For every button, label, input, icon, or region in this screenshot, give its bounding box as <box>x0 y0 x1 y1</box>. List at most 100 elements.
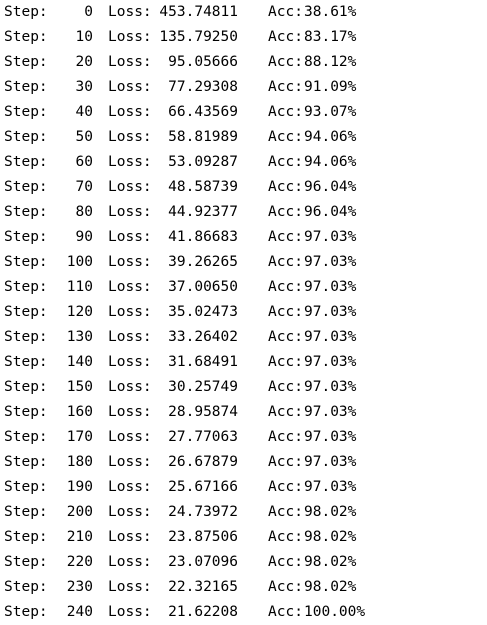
acc-value: 88.12% <box>304 54 357 70</box>
step-value: 100 <box>66 254 93 270</box>
log-row: Step: 230 Loss: 22.32165 Acc: 98.02% <box>0 575 487 600</box>
acc-value: 97.03% <box>304 304 357 320</box>
acc-label: Acc: <box>268 504 303 520</box>
acc-value: 83.17% <box>304 29 357 45</box>
acc-value: 97.03% <box>304 429 357 445</box>
step-label: Step: <box>4 204 48 220</box>
step-label: Step: <box>4 29 48 45</box>
acc-value: 98.02% <box>304 504 357 520</box>
acc-label: Acc: <box>268 379 303 395</box>
acc-value: 96.04% <box>304 179 357 195</box>
loss-label: Loss: <box>108 529 152 545</box>
step-label: Step: <box>4 54 48 70</box>
loss-value: 58.81989 <box>168 129 238 145</box>
step-value: 50 <box>75 129 93 145</box>
acc-value: 97.03% <box>304 229 357 245</box>
loss-label: Loss: <box>108 179 152 195</box>
loss-value: 26.67879 <box>168 454 238 470</box>
step-value: 210 <box>66 529 93 545</box>
acc-value: 94.06% <box>304 154 357 170</box>
acc-label: Acc: <box>268 429 303 445</box>
step-value: 110 <box>66 279 93 295</box>
acc-label: Acc: <box>268 579 303 595</box>
loss-label: Loss: <box>108 254 152 270</box>
loss-label: Loss: <box>108 354 152 370</box>
loss-value: 23.87506 <box>168 529 238 545</box>
log-row: Step: 130 Loss: 33.26402 Acc: 97.03% <box>0 325 487 350</box>
step-value: 10 <box>75 29 93 45</box>
loss-value: 66.43569 <box>168 104 238 120</box>
loss-value: 31.68491 <box>168 354 238 370</box>
loss-value: 135.79250 <box>159 29 238 45</box>
loss-label: Loss: <box>108 329 152 345</box>
step-label: Step: <box>4 104 48 120</box>
acc-label: Acc: <box>268 604 303 620</box>
step-label: Step: <box>4 529 48 545</box>
step-value: 220 <box>66 554 93 570</box>
step-label: Step: <box>4 579 48 595</box>
log-row: Step: 60 Loss: 53.09287 Acc: 94.06% <box>0 150 487 175</box>
acc-value: 97.03% <box>304 329 357 345</box>
step-label: Step: <box>4 554 48 570</box>
log-row: Step: 40 Loss: 66.43569 Acc: 93.07% <box>0 100 487 125</box>
log-row: Step: 20 Loss: 95.05666 Acc: 88.12% <box>0 50 487 75</box>
loss-value: 25.67166 <box>168 479 238 495</box>
step-value: 240 <box>66 604 93 620</box>
step-value: 140 <box>66 354 93 370</box>
loss-label: Loss: <box>108 154 152 170</box>
step-label: Step: <box>4 179 48 195</box>
step-label: Step: <box>4 79 48 95</box>
log-row: Step: 240 Loss: 21.62208 Acc: 100.00% <box>0 600 487 625</box>
step-value: 40 <box>75 104 93 120</box>
loss-value: 22.32165 <box>168 579 238 595</box>
acc-label: Acc: <box>268 229 303 245</box>
acc-value: 98.02% <box>304 554 357 570</box>
loss-value: 21.62208 <box>168 604 238 620</box>
acc-value: 97.03% <box>304 404 357 420</box>
step-label: Step: <box>4 479 48 495</box>
acc-value: 38.61% <box>304 4 357 20</box>
step-label: Step: <box>4 504 48 520</box>
loss-label: Loss: <box>108 504 152 520</box>
step-label: Step: <box>4 154 48 170</box>
acc-value: 97.03% <box>304 279 357 295</box>
log-row: Step: 50 Loss: 58.81989 Acc: 94.06% <box>0 125 487 150</box>
acc-value: 97.03% <box>304 454 357 470</box>
log-row: Step: 220 Loss: 23.07096 Acc: 98.02% <box>0 550 487 575</box>
acc-value: 98.02% <box>304 579 357 595</box>
acc-label: Acc: <box>268 529 303 545</box>
log-row: Step: 200 Loss: 24.73972 Acc: 98.02% <box>0 500 487 525</box>
loss-label: Loss: <box>108 429 152 445</box>
loss-label: Loss: <box>108 304 152 320</box>
loss-label: Loss: <box>108 54 152 70</box>
loss-value: 39.26265 <box>168 254 238 270</box>
acc-label: Acc: <box>268 404 303 420</box>
step-label: Step: <box>4 379 48 395</box>
loss-label: Loss: <box>108 104 152 120</box>
loss-label: Loss: <box>108 454 152 470</box>
log-row: Step: 180 Loss: 26.67879 Acc: 97.03% <box>0 450 487 475</box>
step-value: 90 <box>75 229 93 245</box>
loss-value: 77.29308 <box>168 79 238 95</box>
loss-label: Loss: <box>108 604 152 620</box>
log-row: Step: 90 Loss: 41.86683 Acc: 97.03% <box>0 225 487 250</box>
loss-value: 41.86683 <box>168 229 238 245</box>
acc-label: Acc: <box>268 454 303 470</box>
step-value: 170 <box>66 429 93 445</box>
loss-label: Loss: <box>108 379 152 395</box>
step-label: Step: <box>4 254 48 270</box>
loss-label: Loss: <box>108 479 152 495</box>
log-row: Step: 160 Loss: 28.95874 Acc: 97.03% <box>0 400 487 425</box>
log-row: Step: 30 Loss: 77.29308 Acc: 91.09% <box>0 75 487 100</box>
loss-label: Loss: <box>108 554 152 570</box>
loss-label: Loss: <box>108 404 152 420</box>
step-label: Step: <box>4 329 48 345</box>
step-label: Step: <box>4 454 48 470</box>
log-row: Step: 100 Loss: 39.26265 Acc: 97.03% <box>0 250 487 275</box>
log-row: Step: 210 Loss: 23.87506 Acc: 98.02% <box>0 525 487 550</box>
log-row: Step: 150 Loss: 30.25749 Acc: 97.03% <box>0 375 487 400</box>
acc-label: Acc: <box>268 254 303 270</box>
loss-value: 35.02473 <box>168 304 238 320</box>
log-row: Step: 110 Loss: 37.00650 Acc: 97.03% <box>0 275 487 300</box>
